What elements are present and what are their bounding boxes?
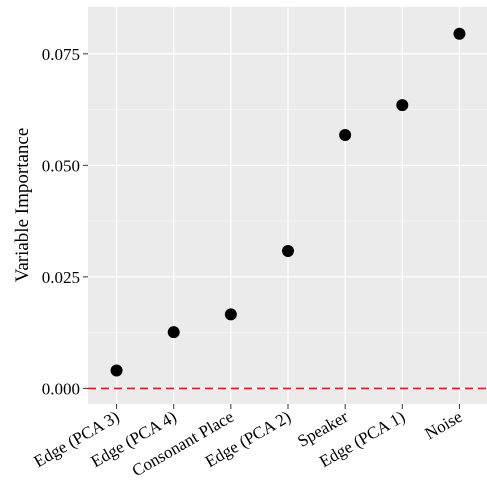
data-point <box>282 244 294 257</box>
data-point <box>339 129 352 142</box>
y-tick-label: 0.000 <box>42 379 80 398</box>
y-tick-label: 0.075 <box>42 45 80 64</box>
data-point <box>453 27 466 40</box>
data-point <box>167 326 180 339</box>
x-axis: Edge (PCA 3)Edge (PCA 4)Consonant PlaceE… <box>30 404 465 480</box>
y-axis-title: Variable Importance <box>12 128 33 283</box>
y-tick-label: 0.050 <box>42 156 80 175</box>
y-axis: 0.000 0.025 0.050 0.075 <box>42 45 88 398</box>
data-point <box>396 99 409 112</box>
grid <box>88 7 487 404</box>
data-point <box>110 364 123 377</box>
data-points <box>110 27 466 377</box>
x-tick-label: Noise <box>422 407 466 443</box>
y-tick-label: 0.025 <box>42 268 80 287</box>
data-point <box>224 308 237 321</box>
